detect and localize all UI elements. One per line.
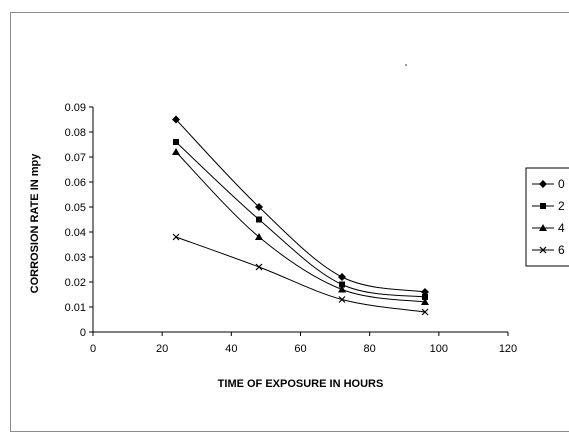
legend-label: 6 xyxy=(558,243,565,257)
x-tick-label: 20 xyxy=(156,343,168,355)
data-point xyxy=(255,263,263,271)
x-tick-label: 100 xyxy=(430,343,448,355)
data-point xyxy=(172,115,180,124)
data-point xyxy=(338,296,346,303)
series-line xyxy=(175,151,426,303)
legend-label: 0 xyxy=(558,177,565,191)
line-chart: 00.010.020.030.040.050.060.070.080.090 20… xyxy=(29,102,569,390)
data-point xyxy=(256,216,262,223)
data-point-stroke xyxy=(421,308,429,316)
data-point-stroke xyxy=(539,246,547,254)
data-point xyxy=(539,224,547,231)
legend-label: 2 xyxy=(558,199,565,213)
data-point xyxy=(539,180,547,188)
data-point xyxy=(539,246,547,254)
y-tick-label: 0.02 xyxy=(65,277,86,289)
data-point xyxy=(255,233,263,240)
series-line xyxy=(175,236,426,313)
stray-mark xyxy=(405,64,407,66)
legend-item-0: 0 xyxy=(532,177,565,191)
data-point xyxy=(338,273,346,281)
y-tick-label: 0.09 xyxy=(65,102,86,114)
series-0 xyxy=(172,115,429,296)
data-point xyxy=(255,203,263,211)
data-point xyxy=(421,298,429,305)
legend-item-2: 2 xyxy=(532,199,565,213)
y-tick-label: 0.06 xyxy=(65,177,86,189)
series-2 xyxy=(173,139,428,300)
data-point-stroke xyxy=(338,296,346,303)
legend: 0 2 4 6 xyxy=(525,167,569,267)
series-line xyxy=(175,119,426,293)
y-tick-label: 0.04 xyxy=(65,227,86,239)
x-tick-label: 60 xyxy=(294,343,306,355)
series-4 xyxy=(172,148,429,305)
y-tick-label: 0.03 xyxy=(65,252,86,264)
series-6 xyxy=(172,233,429,316)
y-tick-label: 0.08 xyxy=(65,127,86,139)
x-tick-label: 80 xyxy=(364,343,376,355)
legend-item-6: 6 xyxy=(532,243,565,257)
x-tick-label: 40 xyxy=(225,343,237,355)
series-layer xyxy=(172,115,429,316)
data-point-stroke xyxy=(172,233,180,241)
y-tick-label: 0.01 xyxy=(65,302,86,314)
x-tick-label: 120 xyxy=(499,343,517,355)
legend-item-4: 4 xyxy=(532,221,565,235)
legend-label: 4 xyxy=(558,221,565,235)
data-point xyxy=(339,281,345,288)
data-point xyxy=(338,285,346,293)
data-point xyxy=(173,139,179,145)
data-point xyxy=(172,233,180,241)
data-point xyxy=(540,203,546,209)
data-point xyxy=(421,308,429,316)
chart-frame xyxy=(10,12,569,432)
x-tick-label: 0 xyxy=(90,343,96,355)
series-line xyxy=(175,141,426,298)
y-tick-label: 0 xyxy=(80,327,86,339)
y-axis-title: CORROSION RATE IN mpy xyxy=(29,153,41,294)
x-axis-title: TIME OF EXPOSURE IN HOURS xyxy=(218,378,384,390)
y-tick-label: 0.07 xyxy=(65,152,86,164)
data-point-stroke xyxy=(255,263,263,271)
axes: 0 0.01 0.02 0.03 0.04 0.05 0.06 0.07 0.08 0.09 0 20… xyxy=(65,102,518,355)
y-tick-label: 0.05 xyxy=(65,202,86,214)
data-point xyxy=(172,148,180,155)
data-point xyxy=(422,294,428,300)
